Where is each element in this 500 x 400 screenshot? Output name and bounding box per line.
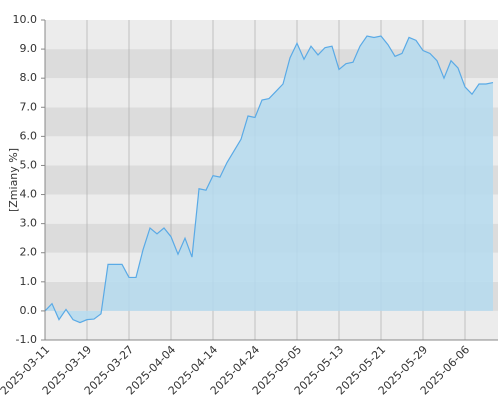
y-tick-label: 4.0 (20, 188, 38, 201)
y-tick-label: 2.0 (20, 246, 38, 259)
y-tick-label: 1.0 (20, 275, 38, 288)
background-band (45, 310, 498, 340)
line (44, 35, 494, 324)
y-tick-label: 7.0 (20, 100, 38, 113)
y-tick-label: 5.0 (20, 158, 38, 171)
y-tick-label: 9.0 (20, 42, 38, 55)
y-tick-label: 6.0 (20, 129, 38, 142)
y-tick-label: -1.0 (16, 333, 37, 346)
y-tick-label: 3.0 (20, 217, 38, 230)
area (45, 36, 493, 323)
y-tick-label: 10.0 (13, 13, 38, 26)
y-tick-label: 8.0 (20, 71, 38, 84)
y-tick-label: 0.0 (20, 304, 38, 317)
y-axis-label: [Zmiany %] (7, 148, 20, 212)
background-band (45, 20, 498, 50)
